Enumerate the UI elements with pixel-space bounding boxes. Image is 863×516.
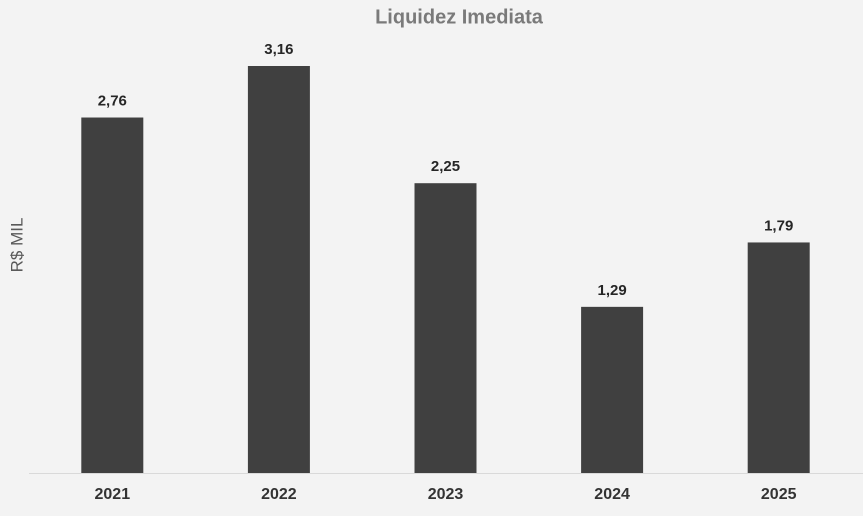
x-tick-label: 2023 [428, 486, 464, 503]
x-tick-label: 2024 [594, 486, 630, 503]
y-axis-label: R$ MIL [7, 218, 26, 273]
value-label: 1,79 [764, 217, 793, 234]
bar [747, 242, 810, 473]
bar [581, 306, 644, 473]
chart-title: Liquidez Imediata [375, 6, 544, 28]
x-tick-label: 2022 [261, 486, 297, 503]
value-label: 2,25 [431, 158, 460, 175]
bar [414, 183, 477, 474]
value-label: 2,76 [98, 92, 127, 109]
x-tick-label: 2025 [761, 486, 797, 503]
bar [247, 66, 310, 473]
x-tick-label: 2021 [95, 486, 131, 503]
value-label: 1,29 [597, 282, 626, 299]
bar [81, 117, 144, 474]
value-label: 3,16 [264, 41, 293, 58]
